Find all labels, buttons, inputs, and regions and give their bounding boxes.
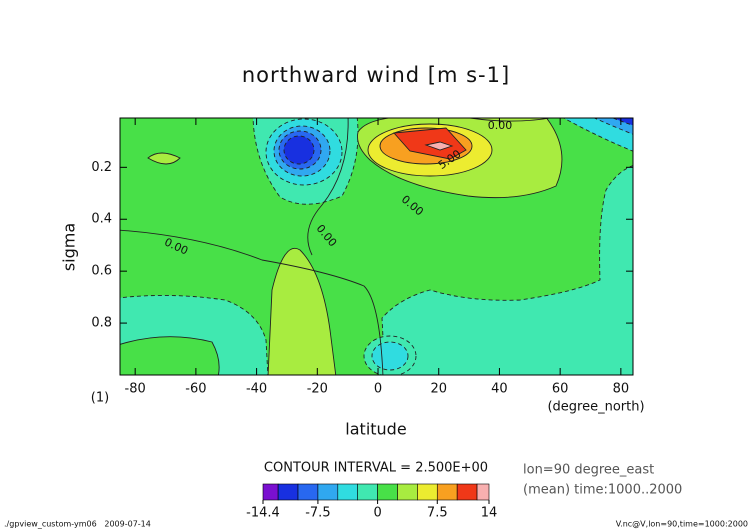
x-tick-label: 60 [552, 382, 569, 397]
colorbar-segment [317, 483, 339, 501]
x-tick-label: 0 [374, 382, 382, 397]
colorbar-segment [417, 483, 438, 501]
y-tick-label: 0.6 [91, 264, 112, 279]
colorbar-segment [397, 483, 418, 501]
y-unit: (1) [91, 391, 109, 406]
colorbar-tick-label: 0 [373, 506, 381, 521]
contour-region [147, 152, 181, 165]
x-tick-label: 80 [613, 382, 630, 397]
colorbar-segment [456, 483, 478, 501]
info-text: lon=90 degree_east [523, 463, 654, 478]
contour-label: 0.00 [488, 119, 513, 132]
x-tick-label: -80 [125, 382, 146, 397]
x-tick-label: 40 [491, 382, 508, 397]
contour-region [611, 118, 633, 126]
colorbar-segment [436, 483, 458, 501]
x-tick-label: -60 [185, 382, 206, 397]
contour-region [283, 135, 315, 165]
contour-interval: CONTOUR INTERVAL = 2.500E+00 [264, 461, 488, 476]
contour-region [381, 165, 633, 375]
plot-frame [119, 117, 634, 376]
zero-contour [120, 229, 384, 375]
contour-field: 0.00 5.00 0.00 0.00 0.00 [120, 118, 633, 375]
colorbar-tick-label: 7.5 [427, 506, 448, 521]
y-tick-label: 0.4 [91, 212, 112, 227]
colorbar-tick-label: -7.5 [305, 506, 330, 521]
colorbar-segment [262, 483, 279, 501]
footer-left: ./gpview_custom-ym06 2009-07-14 [4, 520, 151, 529]
y-tick-label: 0.8 [91, 316, 112, 331]
colorbar-segment [337, 483, 358, 501]
footer-right: V.nc@V,lon=90,time=1000:2000 [616, 520, 748, 529]
colorbar-segment [377, 483, 398, 501]
zero-contour [469, 118, 553, 122]
chart-title: northward wind [m s-1] [242, 63, 510, 87]
colorbar-segment [297, 483, 319, 501]
x-unit: (degree_north) [547, 400, 644, 415]
x-axis-label: latitude [345, 420, 406, 439]
y-tick-label: 0.2 [91, 160, 112, 175]
x-tick-label: 20 [430, 382, 447, 397]
colorbar-tick-label: 14 [481, 506, 498, 521]
x-tick-label: -40 [246, 382, 267, 397]
contour-region [371, 341, 409, 371]
info-text: (mean) time:1000..2000 [523, 483, 682, 498]
colorbar-segment [277, 483, 299, 501]
zero-contour [307, 118, 349, 256]
contour-region [267, 247, 337, 375]
colorbar-segment [357, 483, 378, 501]
y-axis-label: sigma [60, 223, 79, 271]
contour-region [393, 127, 467, 160]
contour-region [424, 141, 454, 151]
colorbar-tick-label: -14.4 [246, 506, 280, 521]
colorbar-segment [476, 483, 490, 501]
x-tick-label: -20 [307, 382, 328, 397]
contour-region [120, 336, 220, 375]
